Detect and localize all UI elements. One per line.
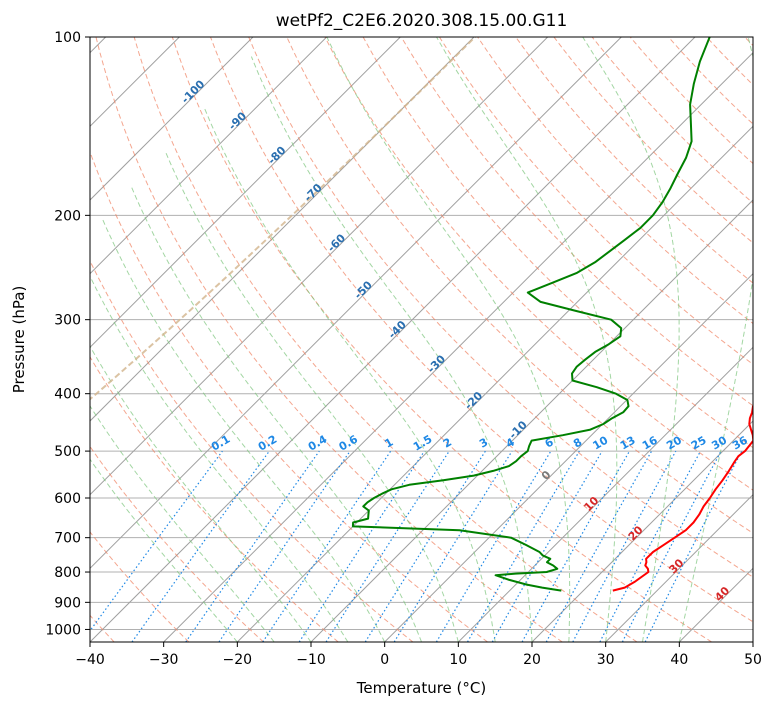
isotherm-line [90,37,549,496]
dry-adiabat [90,259,414,642]
moist-adiabat [326,37,571,642]
dry-adiabat [438,37,753,365]
moist-adiabat [250,56,533,642]
y-tick-label: 100 [54,30,81,46]
isotherm-line [457,346,753,642]
isotherm-line [90,37,254,201]
dry-adiabat [591,37,753,204]
y-tick-label: 900 [54,595,81,611]
mixing-ratio-line [466,450,580,642]
isotherm-line [605,493,753,642]
isotherm-line [163,51,753,642]
x-axis-ticks: −40 −30 −20 −10 0 10 20 30 40 50 [75,642,762,668]
isotherm-line [90,37,328,275]
x-tick-label: 40 [670,652,688,668]
moist-adiabat [203,107,496,642]
mixing-ratio-line [393,450,513,642]
dry-adiabat [286,37,753,534]
x-tick-label: 0 [380,652,389,668]
isotherm-line [90,37,622,570]
moist-adiabat [102,218,386,642]
moist-adiabat [90,405,275,642]
dry-adiabat [133,37,638,642]
dry-adiabat [400,37,753,407]
y-tick-label: 300 [54,313,81,329]
moist-adiabat [436,37,618,642]
x-tick-label: 10 [449,652,467,668]
y-tick-label: 400 [54,387,81,403]
x-tick-label: 50 [744,652,762,668]
temperature-profile [612,404,753,592]
mixing-ratio-line [521,450,631,642]
moist-adiabat [131,186,422,642]
mixing-ratio-line [218,450,351,642]
x-tick-label: −30 [149,652,179,668]
x-tick-label: −10 [296,652,326,668]
boundary-curve [90,37,476,401]
mixing-ratio-line [185,450,320,642]
dry-adiabat [171,37,712,642]
moist-adiabats [90,37,753,642]
mixing-ratio-line [90,450,223,632]
x-tick-label: 30 [597,652,615,668]
y-tick-label: 700 [54,531,81,547]
dry-adiabat [95,37,563,642]
mixing-ratio-line [572,450,677,642]
isotherm-line [90,37,401,349]
isotherm-line [531,420,753,642]
mixing-ratio-line [491,450,603,642]
mixing-ratio-lines [90,450,743,642]
dry-adiabat [477,37,753,325]
dry-adiabat [90,150,488,642]
dry-adiabat [248,37,753,578]
y-tick-label: 600 [54,491,81,507]
mixing-ratio-line [364,450,486,642]
y-axis-title: Pressure (hPa) [10,286,28,394]
mixing-ratio-line [435,450,552,642]
moist-adiabat [90,345,312,642]
dry-adiabat [362,37,753,449]
y-tick-label: 800 [54,565,81,581]
x-axis-title: Temperature (°C) [356,679,486,697]
dry-adiabat [90,531,190,642]
mixing-ratio-line [545,450,653,642]
plot-frame [89,36,754,643]
isotherm-line [236,125,753,642]
mixing-ratio-line [131,450,270,642]
moist-adiabat [90,275,349,642]
boundary-curve-line [90,37,476,401]
y-tick-label: 200 [54,208,81,224]
x-tick-label: −40 [75,652,105,668]
y-tick-label: 500 [54,444,81,460]
y-axis-ticks: 100 200 300 400 500 600 700 800 900 1000 [45,30,90,638]
moist-adiabat [582,37,680,642]
moist-adiabat [90,458,238,642]
x-tick-label: −20 [223,652,253,668]
sounding-profiles [351,37,753,592]
chart-title: wetPf2_C2E6.2020.308.15.00.G11 [276,11,568,31]
moist-adiabat [164,150,459,642]
dry-adiabat [210,37,753,623]
dry-adiabat [324,37,753,491]
isotherm-line [384,272,753,642]
y-tick-label: 1000 [45,622,81,638]
dewpoint-profile [351,37,711,592]
x-tick-label: 20 [523,652,541,668]
